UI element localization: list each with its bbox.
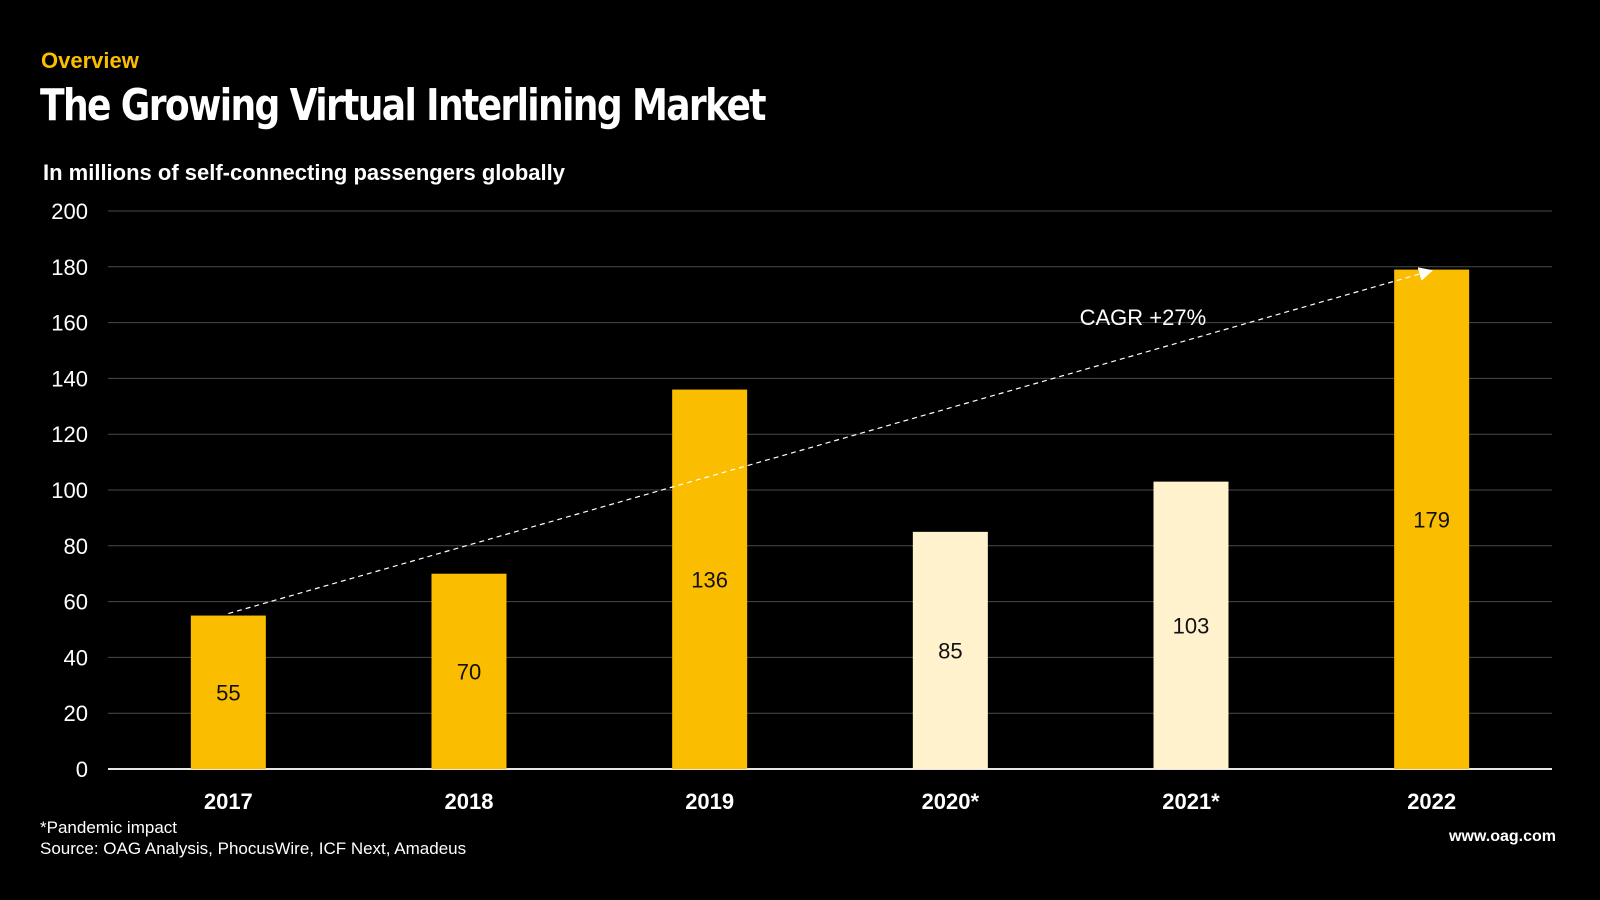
bar-2020 — [912, 531, 988, 769]
x-tick-label: 2021* — [1162, 789, 1220, 814]
eyebrow-label: Overview — [41, 48, 139, 73]
data-label: 179 — [1413, 507, 1450, 532]
chart-subtitle: In millions of self-connecting passenger… — [43, 160, 565, 185]
footnote: *Pandemic impact Source: OAG Analysis, P… — [40, 817, 466, 859]
y-tick-label: 160 — [51, 311, 88, 336]
bar-2017 — [190, 615, 266, 769]
x-tick-label: 2020* — [922, 789, 980, 814]
bar-2021 — [1153, 481, 1229, 769]
y-tick-label: 80 — [64, 534, 88, 559]
bars — [190, 269, 1470, 769]
x-axis-ticks: 2017 2018 2019 2020* 2021* 2022 — [204, 789, 1456, 814]
data-label: 70 — [457, 659, 481, 684]
data-label: 103 — [1173, 613, 1210, 638]
pandemic-note: *Pandemic impact — [40, 818, 178, 837]
bar-2018 — [431, 573, 507, 769]
data-label: 85 — [938, 638, 962, 663]
y-tick-label: 180 — [51, 255, 88, 280]
website-link[interactable]: www.oag.com — [1449, 828, 1556, 845]
y-tick-label: 20 — [64, 701, 88, 726]
y-tick-label: 140 — [51, 366, 88, 391]
cagr-trend: CAGR +27% — [228, 267, 1434, 615]
cagr-arrow — [228, 267, 1434, 615]
x-tick-label: 2017 — [204, 789, 253, 814]
y-tick-label: 120 — [51, 422, 88, 447]
y-tick-label: 40 — [64, 645, 88, 670]
data-label: 136 — [691, 567, 728, 592]
data-label: 55 — [216, 680, 240, 705]
x-tick-label: 2018 — [445, 789, 494, 814]
gridlines — [108, 210, 1552, 770]
bar-2019 — [672, 389, 748, 769]
y-tick-label: 100 — [51, 478, 88, 503]
y-tick-label: 0 — [76, 757, 88, 782]
data-labels: 55 70 136 85 103 179 — [216, 507, 1450, 705]
chart-title: The Growing Virtual Interlining Market — [40, 80, 767, 131]
y-axis-ticks: 0 20 40 60 80 100 120 140 160 180 200 — [51, 199, 88, 782]
x-tick-label: 2022 — [1407, 789, 1456, 814]
source-note: Source: OAG Analysis, PhocusWire, ICF Ne… — [40, 839, 467, 858]
x-tick-label: 2019 — [685, 789, 734, 814]
y-tick-label: 200 — [51, 199, 88, 224]
cagr-annotation: CAGR +27% — [1080, 305, 1207, 330]
y-tick-label: 60 — [64, 590, 88, 615]
bar-2022 — [1394, 269, 1470, 769]
